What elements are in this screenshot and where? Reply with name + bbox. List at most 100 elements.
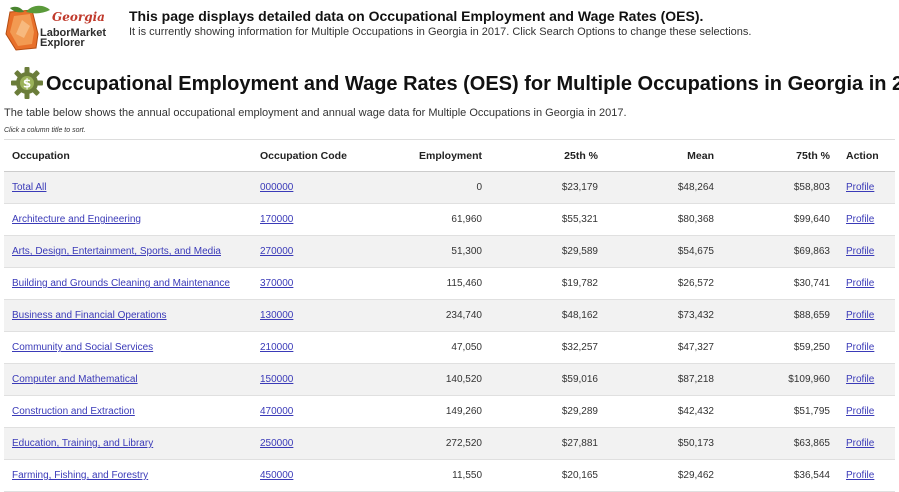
mean-cell: $42,432 (606, 395, 722, 428)
p75-cell: $109,960 (722, 363, 838, 396)
page-info-subtitle: It is currently showing information for … (129, 26, 752, 38)
occupation-link[interactable]: Total All (12, 182, 47, 193)
page-info-title: This page displays detailed data on Occu… (129, 8, 704, 24)
p75-cell: $99,640 (722, 203, 838, 236)
page-header: Georgia LaborMarket Explorer This page d… (0, 0, 899, 58)
occupation-code-link[interactable]: 250000 (260, 438, 294, 449)
p75-cell: $59,250 (722, 331, 838, 364)
p25-cell: $20,165 (490, 459, 606, 492)
occupation-link[interactable]: Construction and Extraction (12, 406, 135, 417)
p75-cell: $69,863 (722, 235, 838, 268)
employment-cell: 272,520 (364, 427, 490, 460)
p75-cell: $63,865 (722, 427, 838, 460)
mean-cell: $29,462 (606, 459, 722, 492)
column-header-occupation-code[interactable]: Occupation Code (252, 139, 364, 172)
table-row: Construction and Extraction 470000 149,2… (4, 395, 895, 428)
column-header-employment[interactable]: Employment (364, 139, 490, 172)
employment-cell: 51,300 (364, 235, 490, 268)
column-header-25th-percentile[interactable]: 25th % (490, 139, 606, 172)
page-info: This page displays detailed data on Occu… (129, 8, 751, 38)
p75-cell: $51,795 (722, 395, 838, 428)
profile-link[interactable]: Profile (846, 374, 875, 385)
table-row: Education, Training, and Library 250000 … (4, 427, 895, 460)
employment-cell: 140,520 (364, 363, 490, 396)
p25-cell: $23,179 (490, 171, 606, 204)
occupation-link[interactable]: Farming, Fishing, and Forestry (12, 470, 149, 481)
logo-title: LaborMarket Explorer (40, 27, 107, 49)
georgia-map-icon (5, 5, 50, 51)
p75-cell: $58,803 (722, 171, 838, 204)
p25-cell: $27,881 (490, 427, 606, 460)
profile-link[interactable]: Profile (846, 406, 875, 417)
occupation-code-link[interactable]: 150000 (260, 374, 294, 385)
occupation-link[interactable]: Community and Social Services (12, 342, 154, 353)
p25-cell: $32,257 (490, 331, 606, 364)
oes-table: Occupation Occupation Code Employment 25… (4, 139, 895, 492)
occupation-link[interactable]: Computer and Mathematical (12, 374, 138, 385)
table-row: Computer and Mathematical 150000 140,520… (4, 363, 895, 396)
table-row: Arts, Design, Entertainment, Sports, and… (4, 235, 895, 268)
table-header-row: Occupation Occupation Code Employment 25… (4, 139, 895, 172)
mean-cell: $26,572 (606, 267, 722, 300)
occupation-code-link[interactable]: 210000 (260, 342, 294, 353)
sort-hint: Click a column title to sort. (4, 127, 86, 134)
mean-cell: $73,432 (606, 299, 722, 332)
employment-cell: 11,550 (364, 459, 490, 492)
occupation-link[interactable]: Building and Grounds Cleaning and Mainte… (12, 278, 230, 289)
table-body: Total All 000000 0 $23,179 $48,264 $58,8… (4, 171, 895, 492)
occupation-code-link[interactable]: 450000 (260, 470, 294, 481)
mean-cell: $50,173 (606, 427, 722, 460)
p25-cell: $19,782 (490, 267, 606, 300)
site-logo[interactable]: Georgia LaborMarket Explorer (2, 4, 114, 54)
occupation-link[interactable]: Architecture and Engineering (12, 214, 141, 225)
occupation-code-link[interactable]: 000000 (260, 182, 294, 193)
mean-cell: $54,675 (606, 235, 722, 268)
column-header-action[interactable]: Action (838, 139, 895, 172)
table-row: Building and Grounds Cleaning and Mainte… (4, 267, 895, 300)
gear-dollar-icon: $ (11, 67, 43, 99)
svg-text:$: $ (23, 77, 31, 91)
p25-cell: $59,016 (490, 363, 606, 396)
employment-cell: 234,740 (364, 299, 490, 332)
page-title: Occupational Employment and Wage Rates (… (46, 73, 899, 95)
p75-cell: $30,741 (722, 267, 838, 300)
p75-cell: $88,659 (722, 299, 838, 332)
profile-link[interactable]: Profile (846, 246, 875, 257)
table-row: Architecture and Engineering 170000 61,9… (4, 203, 895, 236)
column-header-75th-percentile[interactable]: 75th % (722, 139, 838, 172)
occupation-link[interactable]: Business and Financial Operations (12, 310, 167, 321)
employment-cell: 61,960 (364, 203, 490, 236)
mean-cell: $47,327 (606, 331, 722, 364)
occupation-code-link[interactable]: 170000 (260, 214, 294, 225)
occupation-link[interactable]: Arts, Design, Entertainment, Sports, and… (12, 246, 221, 257)
employment-cell: 149,260 (364, 395, 490, 428)
table-row: Community and Social Services 210000 47,… (4, 331, 895, 364)
occupation-code-link[interactable]: 370000 (260, 278, 294, 289)
column-header-occupation[interactable]: Occupation (4, 139, 252, 172)
p75-cell: $36,544 (722, 459, 838, 492)
table-row: Business and Financial Operations 130000… (4, 299, 895, 332)
occupation-code-link[interactable]: 270000 (260, 246, 294, 257)
employment-cell: 0 (364, 171, 490, 204)
table-row: Farming, Fishing, and Forestry 450000 11… (4, 459, 895, 492)
mean-cell: $48,264 (606, 171, 722, 204)
column-header-mean[interactable]: Mean (606, 139, 722, 172)
profile-link[interactable]: Profile (846, 342, 875, 353)
table-row: Total All 000000 0 $23,179 $48,264 $58,8… (4, 171, 895, 204)
occupation-code-link[interactable]: 470000 (260, 406, 294, 417)
p25-cell: $55,321 (490, 203, 606, 236)
profile-link[interactable]: Profile (846, 438, 875, 449)
logo-state-text: Georgia (52, 10, 105, 24)
occupation-code-link[interactable]: 130000 (260, 310, 294, 321)
profile-link[interactable]: Profile (846, 214, 875, 225)
profile-link[interactable]: Profile (846, 310, 875, 321)
p25-cell: $29,589 (490, 235, 606, 268)
table-description: The table below shows the annual occupat… (4, 107, 627, 119)
profile-link[interactable]: Profile (846, 470, 875, 481)
mean-cell: $80,368 (606, 203, 722, 236)
employment-cell: 115,460 (364, 267, 490, 300)
profile-link[interactable]: Profile (846, 278, 875, 289)
occupation-link[interactable]: Education, Training, and Library (12, 438, 154, 449)
profile-link[interactable]: Profile (846, 182, 875, 193)
p25-cell: $29,289 (490, 395, 606, 428)
